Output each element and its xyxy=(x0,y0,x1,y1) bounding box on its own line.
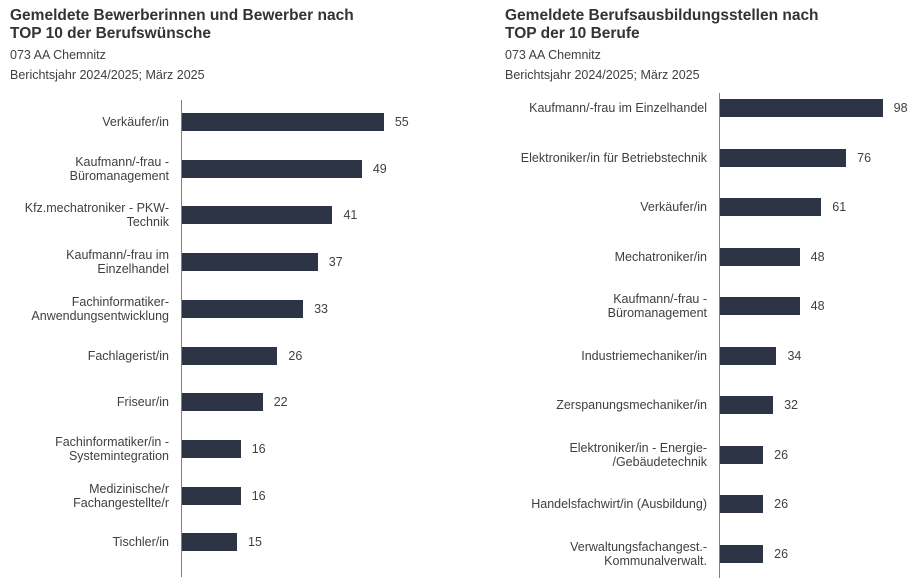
data-label: 26 xyxy=(288,348,303,363)
data-label: 26 xyxy=(774,447,789,462)
category-label: Medizinische/r Fachangestellte/r xyxy=(73,481,169,510)
bar xyxy=(720,297,800,315)
data-label: 33 xyxy=(314,301,329,316)
data-label: 48 xyxy=(810,299,825,313)
bar xyxy=(720,99,883,117)
bar xyxy=(182,253,318,272)
category-label: Tischler/in xyxy=(112,535,170,550)
category-label: Mechatroniker/in xyxy=(614,249,707,264)
chart-subtitle: 073 AA Chemnitz xyxy=(505,48,601,62)
bar xyxy=(720,396,774,414)
data-label: 15 xyxy=(248,535,262,550)
bar xyxy=(720,247,800,266)
data-label: 98 xyxy=(893,101,908,115)
category-label: Zerspanungsmechaniker/in xyxy=(556,398,707,412)
bar xyxy=(182,533,238,552)
bar xyxy=(182,393,263,412)
data-label: 41 xyxy=(343,208,358,223)
bar xyxy=(182,113,384,131)
bar xyxy=(182,206,333,225)
category-label: Fachlagerist/in xyxy=(87,348,169,363)
chart-title: Gemeldete Bewerberinnen und Bewerber nac… xyxy=(10,7,354,42)
data-label: 32 xyxy=(784,398,799,412)
bar xyxy=(182,346,278,365)
category-label: Elektroniker/in für Betriebstechnik xyxy=(520,150,707,165)
chart-period: Berichtsjahr 2024/2025; März 2025 xyxy=(10,68,205,82)
bar xyxy=(182,299,304,318)
category-axis xyxy=(719,93,720,578)
data-label: 26 xyxy=(774,546,789,561)
bar xyxy=(182,439,241,458)
data-label: 16 xyxy=(251,488,266,503)
data-label: 61 xyxy=(832,200,847,214)
chart-period: Berichtsjahr 2024/2025; März 2025 xyxy=(505,68,700,82)
category-label: Verkäufer/in xyxy=(640,200,707,214)
category-label: Verkäufer/in xyxy=(102,115,169,129)
bar xyxy=(720,198,822,216)
category-label: Handelsfachwirt/in (Ausbildung) xyxy=(531,497,707,511)
bar xyxy=(720,445,764,464)
category-label: Kaufmann/-frau - Büromanagement xyxy=(607,292,707,320)
data-label: 16 xyxy=(251,441,266,456)
chart-subtitle: 073 AA Chemnitz xyxy=(10,48,106,62)
category-label: Elektroniker/in - Energie- /Gebäudetechn… xyxy=(569,440,707,469)
category-label: Friseur/in xyxy=(116,395,169,410)
data-label: 76 xyxy=(857,150,872,165)
category-label: Industriemechaniker/in xyxy=(581,348,707,363)
bar xyxy=(720,346,777,365)
category-label: Kaufmann/-frau im Einzelhandel xyxy=(529,101,707,115)
data-label: 48 xyxy=(810,249,825,264)
data-label: 55 xyxy=(394,115,409,129)
data-label: 22 xyxy=(273,395,288,410)
bar xyxy=(720,495,764,513)
chart-title: Gemeldete Berufsausbildungsstellen nach … xyxy=(505,7,819,42)
category-label: Verwaltungsfachangest.- Kommunalverwalt. xyxy=(570,539,707,568)
data-label: 26 xyxy=(774,497,789,511)
category-label: Kaufmann/-frau im Einzelhandel xyxy=(66,248,169,277)
category-axis xyxy=(181,100,182,577)
bar xyxy=(720,148,847,167)
data-label: 49 xyxy=(372,161,387,176)
bar xyxy=(182,486,241,505)
category-label: Kfz.mechatroniker - PKW- Technik xyxy=(24,201,169,230)
data-label: 37 xyxy=(328,255,343,270)
category-label: Fachinformatiker- Anwendungsentwicklung xyxy=(31,294,169,323)
category-label: Fachinformatiker/in - Systemintegration xyxy=(55,434,169,463)
bar xyxy=(720,544,764,563)
data-label: 34 xyxy=(787,348,802,363)
bar xyxy=(182,159,362,178)
category-label: Kaufmann/-frau - Büromanagement xyxy=(69,154,169,183)
